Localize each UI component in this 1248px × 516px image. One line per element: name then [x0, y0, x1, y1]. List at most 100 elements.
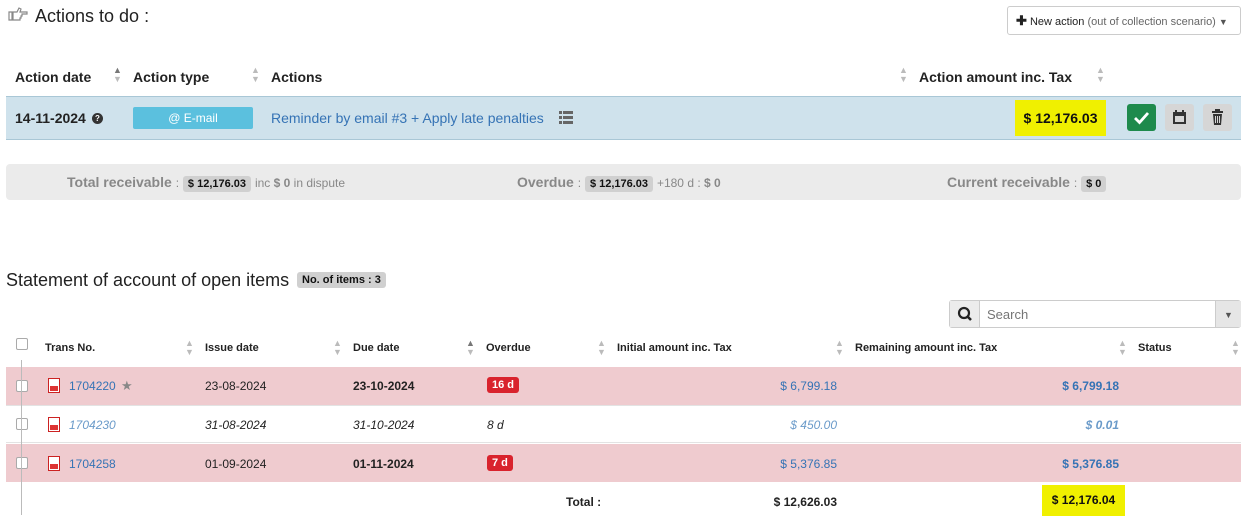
- actions-title: Actions to do :: [35, 6, 150, 26]
- sort-icon[interactable]: ▼: [1231, 347, 1240, 357]
- total-label: Total :: [566, 495, 602, 509]
- plus-icon: ✚: [1016, 13, 1027, 28]
- star-icon[interactable]: ★: [121, 378, 133, 393]
- delete-action-button[interactable]: [1203, 104, 1232, 131]
- col-remaining-amount[interactable]: Remaining amount inc. Tax: [855, 342, 998, 354]
- col-due-date[interactable]: Due date: [353, 342, 400, 354]
- sort-icon[interactable]: ▼: [1118, 347, 1127, 357]
- overdue-value: $ 12,176.03: [584, 176, 654, 192]
- remaining-amount: $ 5,376.85: [1062, 457, 1119, 471]
- overdue-180-value: $ 0: [704, 176, 721, 190]
- current-receivable-sep: :: [1073, 176, 1078, 190]
- sort-icon[interactable]: ▲: [185, 338, 194, 348]
- initial-amount: $ 6,799.18: [780, 379, 837, 393]
- sort-icon[interactable]: ▲: [899, 65, 908, 75]
- complete-action-button[interactable]: [1127, 104, 1156, 131]
- total-remaining-amount: $ 12,176.04: [1042, 485, 1125, 516]
- col-action-type[interactable]: Action type: [133, 69, 210, 85]
- remaining-amount: $ 0.01: [1085, 418, 1119, 432]
- col-issue-date[interactable]: Issue date: [205, 342, 259, 354]
- sort-icon[interactable]: ▲: [1231, 338, 1240, 348]
- dispute-value: $ 0: [273, 176, 291, 190]
- dispute-label: in dispute: [293, 176, 346, 190]
- row-checkbox[interactable]: [16, 418, 28, 430]
- total-initial-amount: $ 12,626.03: [773, 495, 837, 509]
- action-description-link[interactable]: Reminder by email #3 + Apply late penalt…: [271, 110, 544, 126]
- overdue-180-label: +180 d :: [656, 176, 701, 190]
- current-receivable: Current receivable : $ 0: [947, 174, 1107, 192]
- issue-date: 31-08-2024: [205, 418, 267, 432]
- caret-down-icon: ▼: [1218, 17, 1228, 27]
- current-receivable-label: Current receivable: [947, 174, 1070, 190]
- calendar-icon: [1173, 110, 1186, 124]
- current-receivable-value: $ 0: [1081, 176, 1107, 192]
- overdue-days: 8 d: [487, 418, 504, 432]
- trans-no-link[interactable]: 1704230: [69, 418, 116, 432]
- sort-icon[interactable]: ▼: [185, 347, 194, 357]
- sort-icon[interactable]: ▼: [1096, 74, 1105, 84]
- total-receivable: Total receivable : $ 12,176.03 inc $ 0 i…: [67, 174, 346, 192]
- overdue-sep: :: [577, 176, 582, 190]
- total-receivable-label: Total receivable: [67, 174, 172, 190]
- sort-icon[interactable]: ▼: [113, 74, 122, 84]
- col-action-amount[interactable]: Action amount inc. Tax: [919, 69, 1072, 85]
- new-action-label: New action: [1029, 16, 1085, 28]
- sort-icon[interactable]: ▲: [333, 338, 342, 348]
- sort-icon[interactable]: ▲: [597, 338, 606, 348]
- pdf-file-icon[interactable]: [48, 378, 60, 393]
- sort-icon[interactable]: ▼: [899, 74, 908, 84]
- overdue-label: Overdue: [517, 174, 574, 190]
- reschedule-action-button[interactable]: [1165, 104, 1194, 131]
- col-initial-amount[interactable]: Initial amount inc. Tax: [617, 342, 732, 354]
- pdf-file-icon[interactable]: [48, 456, 60, 471]
- new-action-button[interactable]: ✚ New action (out of collection scenario…: [1007, 6, 1241, 35]
- sort-icon[interactable]: ▼: [835, 347, 844, 357]
- search-dropdown-button[interactable]: ▼: [1215, 301, 1241, 327]
- remaining-amount: $ 6,799.18: [1062, 379, 1119, 393]
- trash-icon: [1212, 109, 1223, 125]
- sort-icon[interactable]: ▲: [1118, 338, 1127, 348]
- check-icon: [1134, 112, 1150, 125]
- sort-icon[interactable]: ▼: [251, 74, 260, 84]
- sort-icon[interactable]: ▲: [835, 338, 844, 348]
- select-all-checkbox[interactable]: [16, 338, 28, 350]
- col-status[interactable]: Status: [1138, 342, 1172, 354]
- list-icon[interactable]: [559, 111, 573, 124]
- trans-no-link[interactable]: 1704220: [69, 379, 116, 393]
- new-action-sublabel: (out of collection scenario): [1087, 16, 1216, 28]
- pdf-file-icon[interactable]: [48, 417, 60, 432]
- at-icon: @: [168, 111, 181, 125]
- col-trans-no[interactable]: Trans No.: [45, 342, 96, 354]
- table-row[interactable]: [6, 367, 1241, 405]
- items-count-badge: No. of items : 3: [297, 272, 386, 288]
- table-row[interactable]: [6, 405, 1241, 443]
- sort-icon[interactable]: ▲: [251, 65, 260, 75]
- sort-icon[interactable]: ▼: [333, 347, 342, 357]
- inc-label: inc: [254, 176, 271, 190]
- overdue-receivable: Overdue : $ 12,176.03 +180 d : $ 0: [517, 174, 721, 192]
- table-gutter-line: [21, 360, 22, 515]
- col-overdue[interactable]: Overdue: [486, 342, 531, 354]
- sort-icon[interactable]: ▼: [597, 347, 606, 357]
- search-icon[interactable]: [950, 301, 980, 327]
- overdue-badge: 16 d: [487, 377, 520, 393]
- due-date: 23-10-2024: [353, 379, 415, 393]
- initial-amount: $ 5,376.85: [780, 457, 837, 471]
- row-checkbox[interactable]: [16, 457, 28, 469]
- total-receivable-value: $ 12,176.03: [182, 176, 252, 192]
- search-input[interactable]: [981, 301, 1213, 327]
- table-row[interactable]: [6, 444, 1241, 482]
- sort-asc-icon[interactable]: ▲: [466, 338, 475, 348]
- sort-icon[interactable]: ▼: [466, 347, 475, 357]
- overdue-badge: 7 d: [487, 455, 513, 471]
- email-type-badge: @ E-mail: [133, 107, 253, 129]
- col-actions: Actions: [271, 69, 323, 85]
- question-circle-icon[interactable]: ?: [92, 113, 103, 124]
- col-action-date[interactable]: Action date: [15, 69, 92, 85]
- total-receivable-sep: :: [175, 176, 180, 190]
- sort-asc-icon[interactable]: ▲: [113, 65, 122, 75]
- sort-icon[interactable]: ▲: [1096, 65, 1105, 75]
- issue-date: 01-09-2024: [205, 457, 267, 471]
- row-checkbox[interactable]: [16, 380, 28, 392]
- trans-no-link[interactable]: 1704258: [69, 457, 116, 471]
